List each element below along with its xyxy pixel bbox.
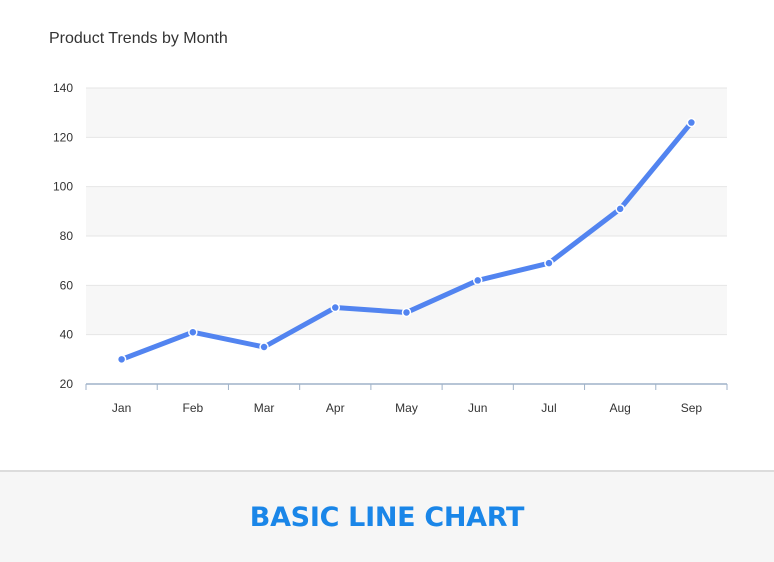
x-tick-label: Jun xyxy=(468,401,487,415)
data-point xyxy=(472,275,483,286)
chart-band xyxy=(86,88,727,138)
chart-title: Product Trends by Month xyxy=(49,30,228,47)
data-point xyxy=(259,342,269,352)
data-point xyxy=(401,307,412,318)
x-tick-label: Jul xyxy=(541,401,556,415)
data-point xyxy=(188,327,198,337)
y-tick-label: 80 xyxy=(60,229,74,243)
y-tick-label: 20 xyxy=(60,377,74,391)
x-tick-label: Apr xyxy=(326,401,345,415)
chart-plot-area: 20 40 60 80 100 120 140 Jan Feb Mar Apr May Jun Jul Au… xyxy=(53,81,728,415)
y-tick-label: 140 xyxy=(53,81,73,95)
footer-label: BASIC LINE CHART xyxy=(249,501,525,533)
data-point xyxy=(686,117,697,128)
x-tick-label: May xyxy=(395,401,418,415)
y-tick-label: 40 xyxy=(60,328,74,342)
y-tick-label: 100 xyxy=(53,180,73,194)
data-point xyxy=(330,302,341,313)
footer-banner: BASIC LINE CHART xyxy=(0,472,774,562)
x-tick-label: Aug xyxy=(609,401,630,415)
line-chart: Product Trends by Month 20 40 60 80 100 120 14… xyxy=(49,30,728,415)
x-tick-label: Jan xyxy=(112,401,131,415)
x-tick-label: Sep xyxy=(681,401,703,415)
y-tick-label: 60 xyxy=(60,278,74,292)
y-tick-label: 120 xyxy=(53,130,73,144)
data-point xyxy=(116,354,127,365)
data-point xyxy=(615,204,625,214)
x-tick-label: Mar xyxy=(254,401,275,415)
x-tick-label: Feb xyxy=(182,401,203,415)
footer-divider xyxy=(0,470,774,472)
data-point xyxy=(544,258,554,268)
